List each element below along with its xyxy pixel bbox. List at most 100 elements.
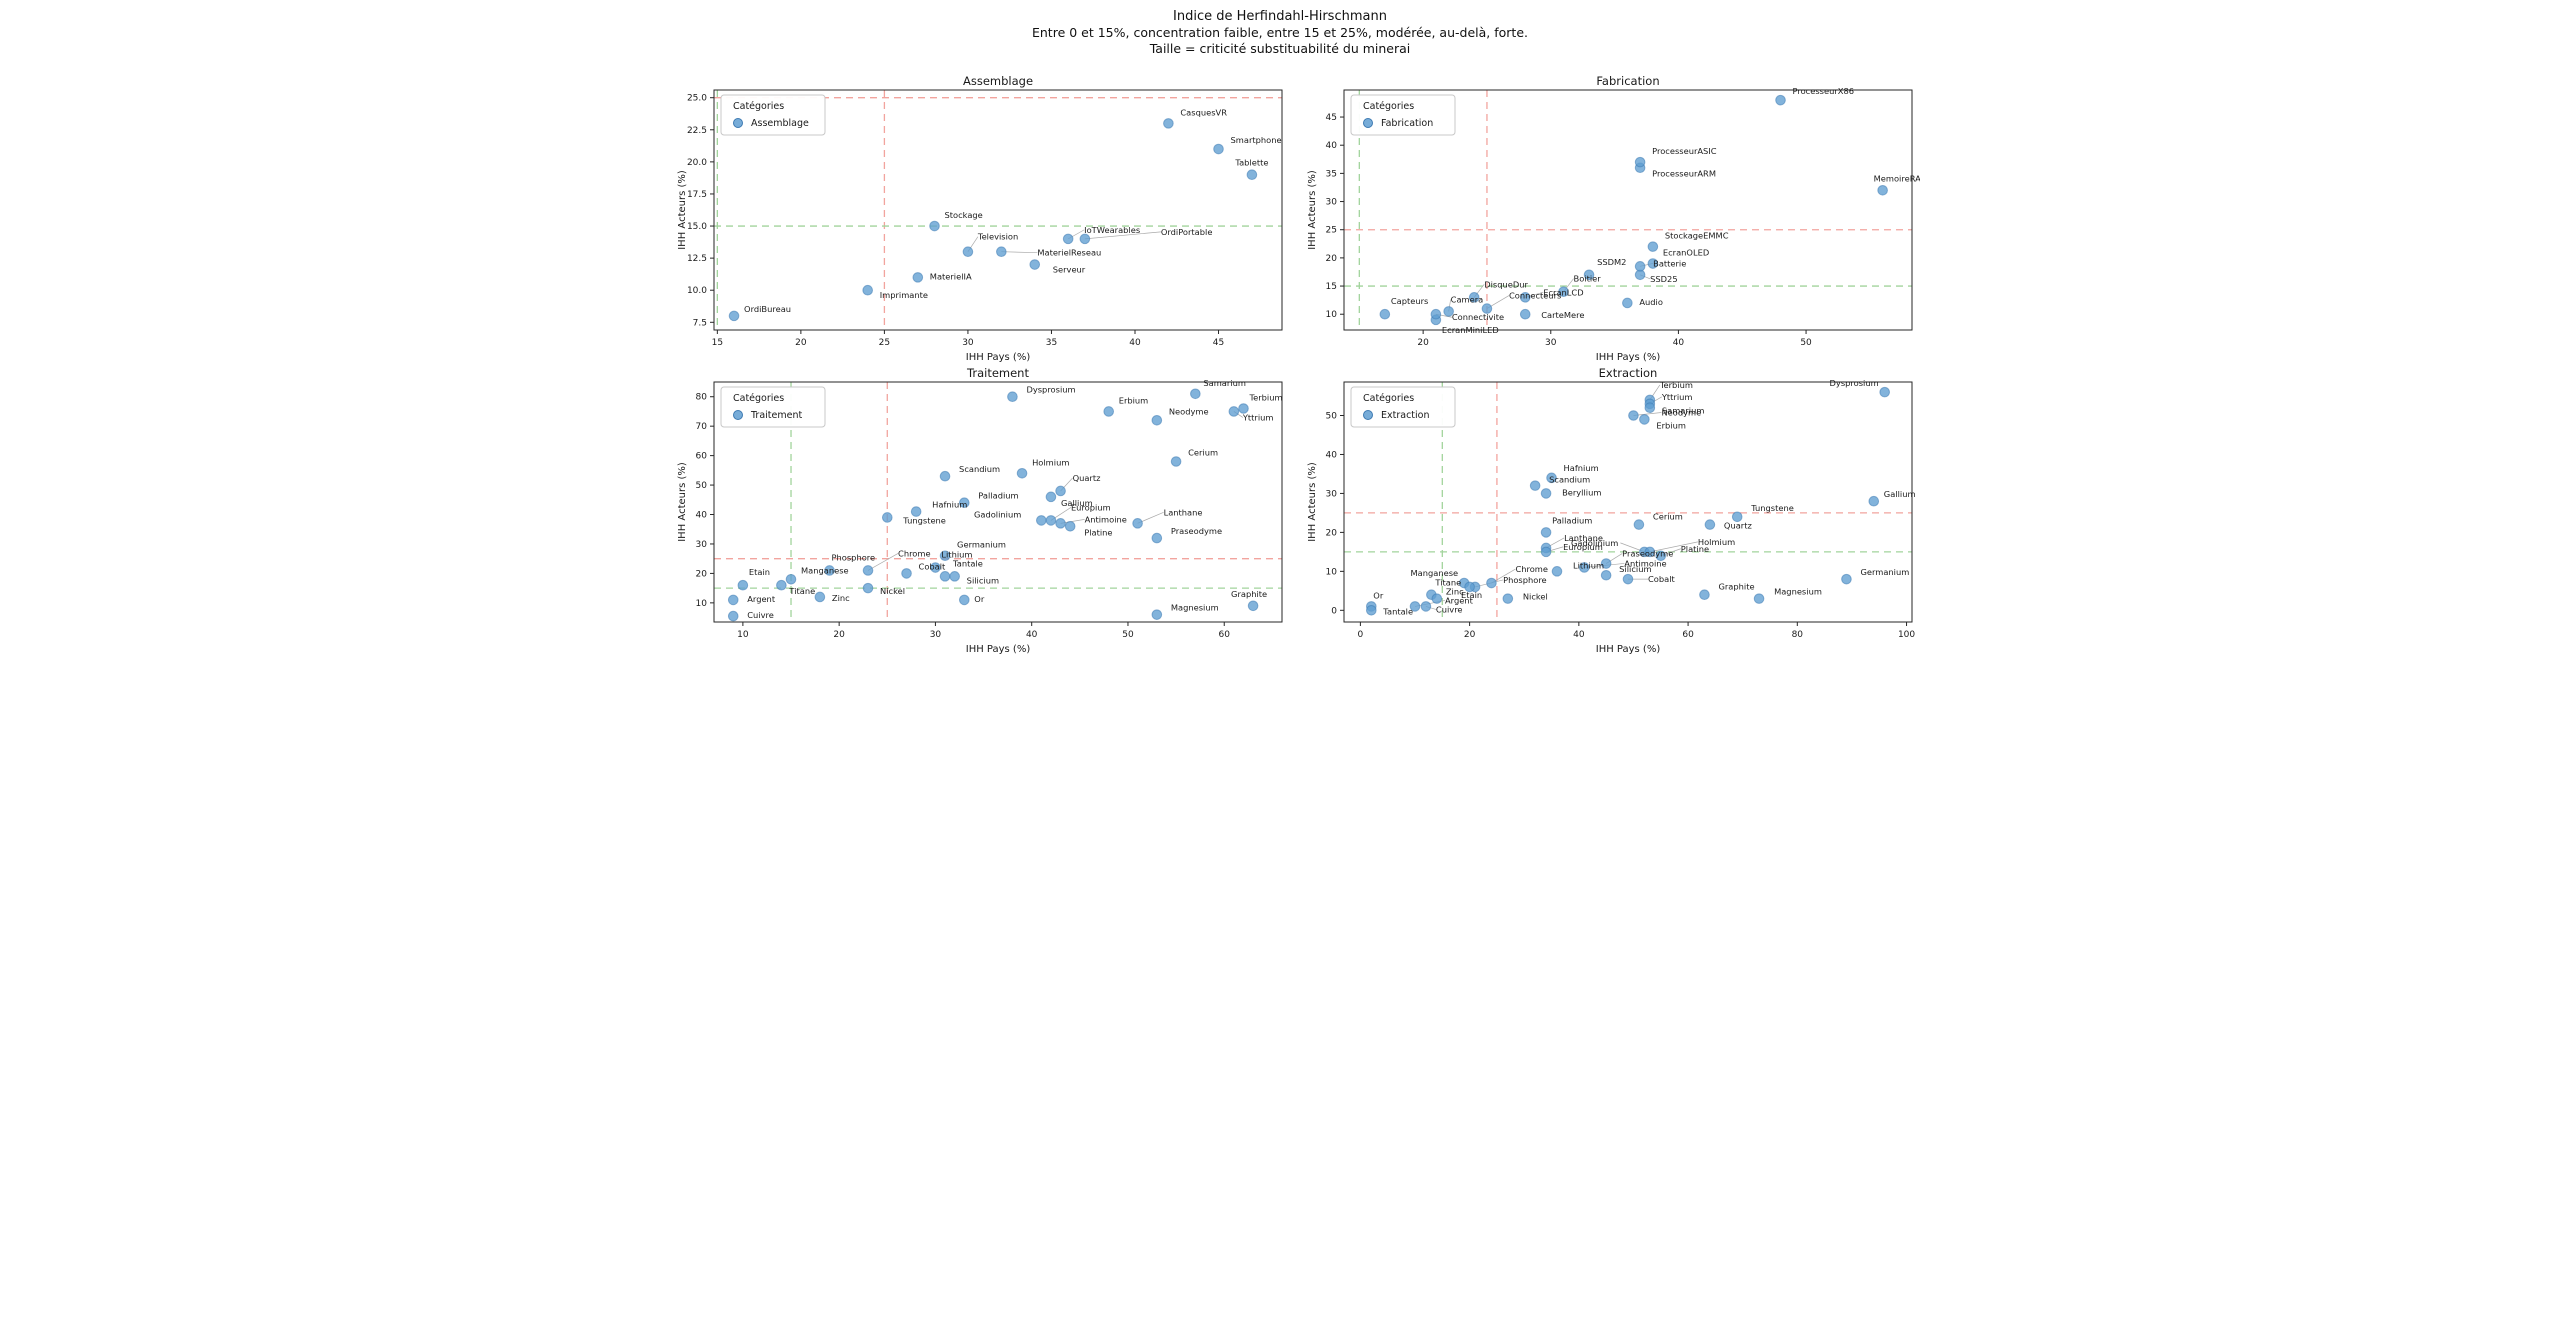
point-Dysprosium xyxy=(1879,386,1890,398)
point-label-Magnesium: Magnesium xyxy=(1171,603,1219,613)
point-Smartphone xyxy=(1213,143,1224,155)
point-EcranLCD xyxy=(1519,292,1531,303)
point-Chrome xyxy=(862,565,874,576)
point-label-Germanium: Germanium xyxy=(957,540,1006,550)
point-label-Etain: Etain xyxy=(1461,590,1482,600)
point-Gadolinium xyxy=(1036,515,1047,526)
point-Europium xyxy=(1045,515,1057,526)
x-tick-label: 40 xyxy=(1573,630,1585,640)
point-Scandium xyxy=(939,470,951,482)
y-tick-label: 30 xyxy=(696,540,708,550)
x-tick-label: 30 xyxy=(962,338,974,348)
point-ProcesseurX86 xyxy=(1775,94,1786,106)
point-Samarium xyxy=(1190,388,1201,400)
point-label-Titane: Titane xyxy=(788,586,815,596)
point-label-StockageEMMC: StockageEMMC xyxy=(1665,231,1729,241)
point-label-Beryllium: Beryllium xyxy=(1562,487,1601,497)
legend-title: Catégories xyxy=(733,101,784,112)
point-Antimoine xyxy=(1579,562,1590,573)
point-label-MaterielReseau: MaterielReseau xyxy=(1037,248,1101,258)
point-Lithium xyxy=(1551,566,1563,577)
point-Tablette xyxy=(1246,169,1258,181)
x-tick-label: 0 xyxy=(1358,630,1364,640)
x-tick-label: 100 xyxy=(1898,630,1915,640)
point-Lithium xyxy=(930,562,941,573)
point-Connecteurs xyxy=(1481,303,1493,314)
point-CasquesVR xyxy=(1163,118,1174,129)
x-tick-label: 40 xyxy=(1673,338,1685,348)
y-tick-label: 20.0 xyxy=(687,158,707,168)
point-EcranOLED xyxy=(1647,258,1659,269)
y-tick-label: 40 xyxy=(1326,450,1338,460)
y-tick-label: 40 xyxy=(1326,141,1338,151)
point-label-Germanium: Germanium xyxy=(1860,567,1909,577)
herfindahl-figure: Indice de Herfindahl-Hirschmann Entre 0 … xyxy=(640,0,1920,666)
point-Magnesium xyxy=(1753,593,1765,604)
suptitle-line3: Taille = criticité substituabilité du mi… xyxy=(1149,41,1411,56)
point-Palladium xyxy=(959,497,970,509)
point-Antimoine xyxy=(1055,518,1066,529)
point-label-Zinc: Zinc xyxy=(832,593,850,603)
point-label-Lithium: Lithium xyxy=(941,550,972,560)
point-label-Tablette: Tablette xyxy=(1234,158,1268,168)
point-label-Boitier: Boitier xyxy=(1574,274,1602,284)
point-StockageEMMC xyxy=(1647,241,1659,252)
y-tick-label: 12.5 xyxy=(687,254,707,264)
point-label-SSD25: SSD25 xyxy=(1650,274,1677,284)
legend-title: Catégories xyxy=(1363,393,1414,404)
point-Quartz xyxy=(1704,519,1716,530)
point-label-Palladium: Palladium xyxy=(978,491,1018,501)
legend-marker-dot xyxy=(1363,118,1373,128)
point-label-MemoireRAM: MemoireRAM xyxy=(1874,173,1920,183)
y-tick-label: 7.5 xyxy=(693,318,707,328)
point-label-Cobalt: Cobalt xyxy=(1648,574,1676,584)
point-label-Gallium: Gallium xyxy=(1884,489,1916,499)
point-Cuivre xyxy=(1420,601,1432,612)
point-label-Serveur: Serveur xyxy=(1053,265,1086,275)
point-label-CarteMere: CarteMere xyxy=(1541,310,1584,320)
point-Graphite xyxy=(1247,600,1259,612)
x-axis-label: IHH Pays (%) xyxy=(966,352,1031,363)
point-label-OrdiBureau: OrdiBureau xyxy=(744,304,791,314)
legend-box xyxy=(720,386,826,428)
point-label-Magnesium: Magnesium xyxy=(1774,587,1822,597)
point-label-Neodyme: Neodyme xyxy=(1661,408,1701,418)
point-Cobalt xyxy=(901,568,912,579)
x-tick-label: 20 xyxy=(795,338,807,348)
subplot-traitement: Traitement 10 20 30 40 50 60 10 20 30 40 50 60 70 80 IH… xyxy=(677,366,1283,655)
point-OrdiBureau xyxy=(728,310,740,322)
point-label-Terbium: Terbium xyxy=(1659,380,1693,390)
point-Gallium xyxy=(1868,495,1880,507)
point-Capteurs xyxy=(1379,308,1391,320)
suptitle-line2: Entre 0 et 15%, concentration faible, en… xyxy=(1031,25,1528,40)
x-tick-label: 45 xyxy=(1213,338,1224,348)
axes-box xyxy=(713,381,1283,623)
y-tick-label: 20 xyxy=(1326,528,1338,538)
legend-entry-label: Traitement xyxy=(750,410,802,421)
point-label-Cuivre: Cuivre xyxy=(747,610,774,620)
point-label-Tantale: Tantale xyxy=(1382,606,1413,616)
point-SSDM2 xyxy=(1583,269,1595,281)
point-label-Chrome: Chrome xyxy=(1515,564,1548,574)
point-Etain xyxy=(737,579,749,591)
point-label-Scandium: Scandium xyxy=(959,464,1000,474)
point-Europium xyxy=(1540,546,1552,558)
point-Quartz xyxy=(1055,485,1066,497)
point-Boitier xyxy=(1558,286,1569,297)
point-label-Graphite: Graphite xyxy=(1718,582,1754,592)
point-label-Chrome: Chrome xyxy=(898,548,931,558)
legend-title: Catégories xyxy=(733,393,784,404)
x-tick-label: 50 xyxy=(1122,630,1134,640)
point-label-Phosphore: Phosphore xyxy=(832,552,876,562)
point-Platine xyxy=(1655,550,1667,562)
x-tick-label: 20 xyxy=(1464,630,1476,640)
point-label-Lithium: Lithium xyxy=(1573,560,1604,570)
point-Zinc xyxy=(1431,593,1443,604)
legend-box xyxy=(1350,386,1456,428)
y-tick-label: 25 xyxy=(1326,226,1337,236)
point-Beryllium xyxy=(1540,488,1552,499)
legend-marker-dot xyxy=(733,410,743,420)
point-Zinc xyxy=(814,591,826,603)
point-label-Imprimante: Imprimante xyxy=(880,290,928,300)
point-Samarium xyxy=(1644,402,1656,414)
